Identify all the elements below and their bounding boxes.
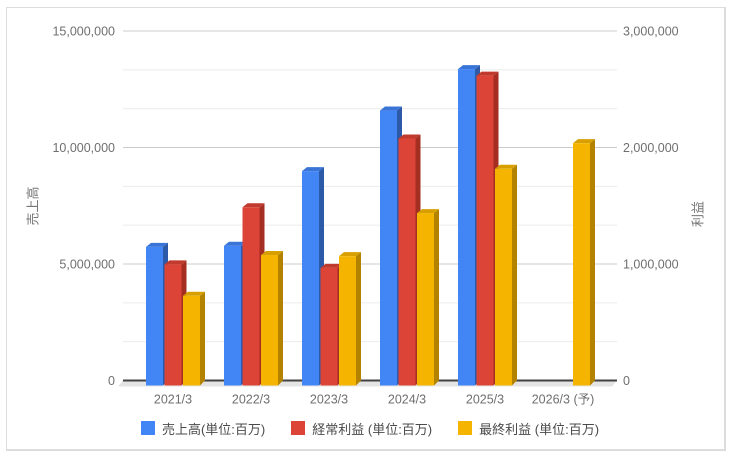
bar-net-profit-2022-3-top (261, 251, 283, 256)
bar-sales-2022-3[interactable] (224, 245, 241, 386)
left-axis-tick-label: 5,000,000 (59, 257, 115, 271)
bar-net-profit-2022-3[interactable] (261, 255, 278, 386)
right-axis-tick-label: 2,000,000 (623, 141, 679, 155)
bar-net-profit-2023-3[interactable] (339, 256, 356, 386)
x-axis-label: 2021/3 (154, 393, 192, 407)
net-profit-swatch-icon (458, 421, 473, 435)
bar-ordinary-profit-2022-3[interactable] (242, 207, 260, 386)
right-axis-tick-label: 0 (623, 374, 630, 388)
legend-item-ordinary-profit: 経常利益 (単位:百万) (291, 419, 432, 438)
bar-net-profit-2021-3-top (183, 291, 205, 296)
bar-ordinary-profit-2021-3[interactable] (164, 264, 182, 386)
left-axis-tick-label: 0 (108, 374, 115, 388)
sales-swatch-icon (140, 421, 155, 435)
right-axis-tick-label: 1,000,000 (623, 257, 679, 271)
bar-net-profit-2025-3-top (495, 164, 517, 169)
bar-sales-2023-3-top (302, 167, 324, 172)
bar-sales-2024-3[interactable] (380, 110, 397, 386)
bar-ordinary-profit-2024-3[interactable] (398, 138, 416, 386)
legend-label-ordinary-profit: 経常利益 (単位:百万) (312, 421, 433, 437)
bar-net-profit-2023-3-top (339, 252, 361, 257)
card-border (6, 7, 726, 451)
bar-ordinary-profit-2024-3-top (398, 134, 421, 139)
bar-net-profit-2021-3-side (200, 291, 205, 386)
bar-sales-2022-3-top (224, 241, 246, 246)
bar-ordinary-profit-2025-3[interactable] (476, 75, 494, 386)
right-axis-title: 利益 (690, 200, 706, 228)
legend: 売上高(単位:百万) 経常利益 (単位:百万) 最終利益 (単位:百万) (123, 419, 617, 437)
x-axis-label: 2024/3 (388, 393, 426, 407)
bar-net-profit-2024-3-side (434, 209, 439, 386)
bar-ordinary-profit-2025-3-top (476, 71, 499, 76)
bar-sales-2023-3[interactable] (302, 171, 319, 386)
bar-ordinary-profit-2023-3-top (320, 263, 343, 268)
bar-net-profit-2025-3-side (512, 164, 517, 386)
bar-sales-2025-3-top (458, 65, 480, 70)
bar-net-profit-2024-3[interactable] (417, 213, 434, 386)
right-axis-tick-label: 3,000,000 (623, 24, 679, 38)
bar-net-profit-2024-3-top (417, 209, 439, 214)
bar-net-profit-2023-3-side (356, 252, 361, 386)
bar-net-profit-2025-3[interactable] (495, 168, 512, 386)
x-axis-label: 2026/3 (予) (532, 393, 595, 407)
x-axis-label: 2025/3 (466, 393, 504, 407)
bar-sales-2025-3[interactable] (458, 69, 475, 386)
x-axis-label: 2023/3 (310, 393, 348, 407)
bar-net-profit-2021-3[interactable] (183, 295, 200, 386)
bar-sales-2021-3[interactable] (146, 246, 163, 386)
x-axis-label: 2022/3 (232, 393, 270, 407)
left-axis-tick-label: 10,000,000 (52, 141, 115, 155)
bar-ordinary-profit-2023-3[interactable] (320, 267, 338, 386)
ordinary-profit-swatch-icon (291, 421, 306, 435)
bar-ordinary-profit-2022-3-top (242, 203, 265, 208)
chart-card (6, 7, 725, 450)
legend-label-sales: 売上高(単位:百万) (161, 421, 266, 437)
bar-net-profit-2022-3-side (278, 251, 283, 386)
legend-item-net-profit: 最終利益 (単位:百万) (458, 419, 599, 438)
legend-label-net-profit: 最終利益 (単位:百万) (479, 421, 600, 437)
bar-sales-2021-3-top (146, 242, 168, 247)
left-axis-tick-label: 15,000,000 (52, 24, 115, 38)
bar-net-profit-2026-3--top (573, 139, 595, 144)
bar-ordinary-profit-2021-3-top (164, 260, 187, 265)
left-axis-title: 売上高 (25, 186, 41, 226)
legend-item-sales: 売上高(単位:百万) (140, 419, 266, 438)
bar-sales-2024-3-top (380, 106, 402, 111)
bar-net-profit-2026-3-[interactable] (573, 143, 590, 386)
bar-net-profit-2026-3--side (590, 139, 595, 386)
